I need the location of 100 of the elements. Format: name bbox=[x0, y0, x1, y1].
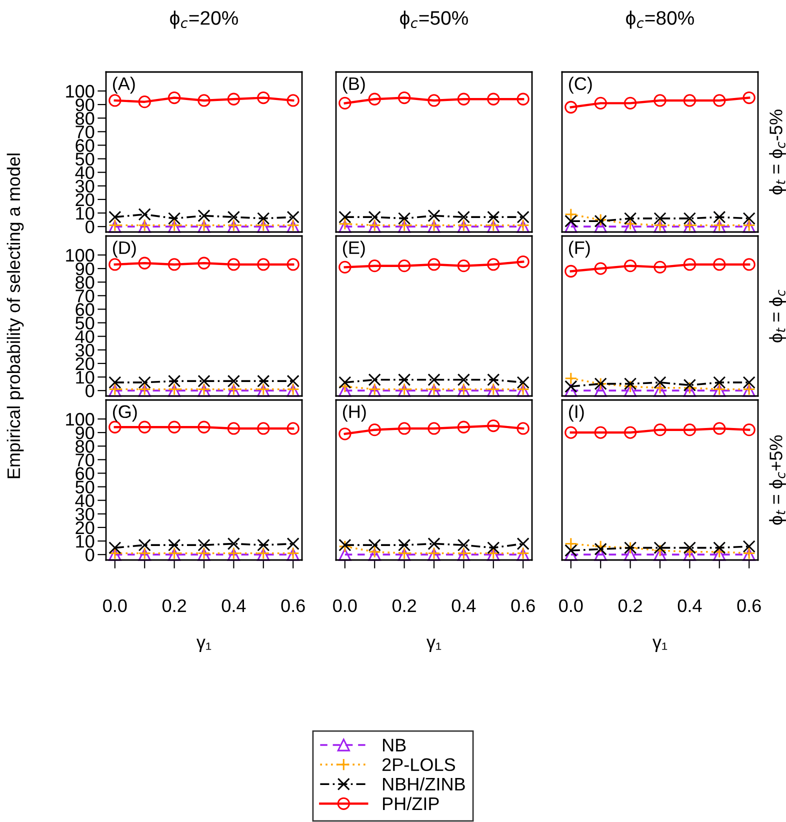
y-tick-label: 50 bbox=[76, 480, 94, 494]
x-tick-label: 0.4 bbox=[452, 599, 476, 612]
point bbox=[683, 94, 696, 107]
y-tick-label: 90 bbox=[76, 426, 94, 440]
point bbox=[564, 208, 578, 221]
point bbox=[594, 384, 607, 397]
x-axis-title: γ₁ bbox=[196, 638, 212, 652]
point bbox=[683, 541, 696, 554]
point bbox=[564, 100, 578, 114]
y-tick-label: 20 bbox=[76, 193, 94, 206]
point bbox=[286, 422, 300, 435]
point bbox=[594, 96, 607, 110]
point bbox=[398, 422, 411, 435]
point bbox=[108, 94, 122, 107]
point bbox=[516, 422, 530, 435]
point bbox=[624, 212, 637, 225]
point bbox=[227, 537, 240, 550]
x-tick-label: 0.2 bbox=[162, 599, 186, 612]
point bbox=[713, 422, 726, 435]
point bbox=[257, 258, 270, 271]
point bbox=[428, 422, 440, 435]
y-tick-label: 30 bbox=[75, 508, 94, 521]
legend-label: 2P-LOLS bbox=[382, 758, 455, 772]
y-tick-label: 40 bbox=[75, 330, 94, 344]
point bbox=[138, 208, 151, 221]
y-tick-label: 60 bbox=[76, 139, 94, 152]
y-tick-label: 30 bbox=[75, 344, 94, 357]
point bbox=[338, 428, 352, 440]
point bbox=[516, 537, 530, 550]
point bbox=[742, 376, 756, 389]
point bbox=[286, 94, 300, 107]
y-tick-label: 50 bbox=[76, 152, 94, 166]
point bbox=[286, 537, 300, 550]
annotation: (F) bbox=[569, 240, 590, 258]
point bbox=[138, 256, 151, 270]
point bbox=[368, 260, 381, 272]
point bbox=[198, 538, 210, 552]
point bbox=[564, 380, 578, 393]
x-tick-label: 0.0 bbox=[559, 599, 583, 612]
point bbox=[713, 376, 726, 389]
point bbox=[487, 92, 500, 106]
y-tick-label: 70 bbox=[76, 126, 94, 138]
point bbox=[624, 426, 637, 439]
annotation: (I) bbox=[569, 404, 584, 422]
point bbox=[654, 544, 666, 557]
point bbox=[457, 538, 470, 552]
y-tick-label: 80 bbox=[76, 112, 94, 125]
point bbox=[227, 422, 240, 435]
point bbox=[564, 384, 578, 397]
point bbox=[286, 374, 300, 388]
point bbox=[487, 258, 500, 271]
point bbox=[368, 424, 381, 436]
point bbox=[286, 258, 300, 271]
point bbox=[428, 94, 440, 107]
point bbox=[428, 258, 440, 271]
point bbox=[487, 419, 500, 432]
annotation: (E) bbox=[343, 240, 365, 258]
point bbox=[516, 92, 530, 106]
y-tick-label: 60 bbox=[76, 303, 94, 316]
point bbox=[564, 372, 578, 385]
point bbox=[138, 376, 151, 389]
point bbox=[516, 376, 530, 389]
y2-axis-title: ϕ$_{t}$ = ϕ$_{c}$+5% bbox=[769, 435, 786, 525]
point bbox=[713, 548, 726, 561]
point bbox=[198, 374, 210, 388]
point bbox=[654, 260, 666, 274]
point bbox=[742, 424, 756, 436]
y-tick-label: 80 bbox=[76, 440, 94, 453]
point bbox=[594, 262, 607, 275]
point bbox=[564, 548, 578, 561]
point bbox=[624, 548, 637, 561]
point bbox=[516, 210, 530, 224]
point bbox=[168, 374, 181, 388]
chart-title: ϕ$_{c}$=80% bbox=[626, 10, 694, 29]
point bbox=[428, 209, 440, 222]
point bbox=[227, 210, 240, 224]
point bbox=[368, 373, 381, 386]
point bbox=[594, 426, 607, 439]
point bbox=[457, 210, 470, 224]
annotation: (G) bbox=[113, 404, 137, 422]
y-tick-label: 40 bbox=[75, 494, 94, 508]
y-tick-label: 30 bbox=[75, 180, 94, 193]
y-tick-label: 50 bbox=[76, 316, 94, 330]
point bbox=[138, 538, 151, 552]
annotation: (B) bbox=[343, 76, 365, 94]
point bbox=[683, 378, 696, 392]
point bbox=[742, 258, 756, 271]
y-tick-label: 10 bbox=[76, 534, 94, 548]
point bbox=[457, 420, 470, 434]
point bbox=[368, 548, 381, 561]
point bbox=[683, 212, 696, 225]
y-tick-label: 100 bbox=[66, 248, 94, 262]
x-tick-label: 0.4 bbox=[222, 599, 246, 612]
point bbox=[198, 209, 210, 222]
point bbox=[654, 376, 666, 389]
point bbox=[564, 264, 578, 278]
point bbox=[227, 374, 240, 388]
y-tick-label: 20 bbox=[76, 357, 94, 370]
point bbox=[338, 384, 352, 397]
point bbox=[227, 258, 240, 271]
